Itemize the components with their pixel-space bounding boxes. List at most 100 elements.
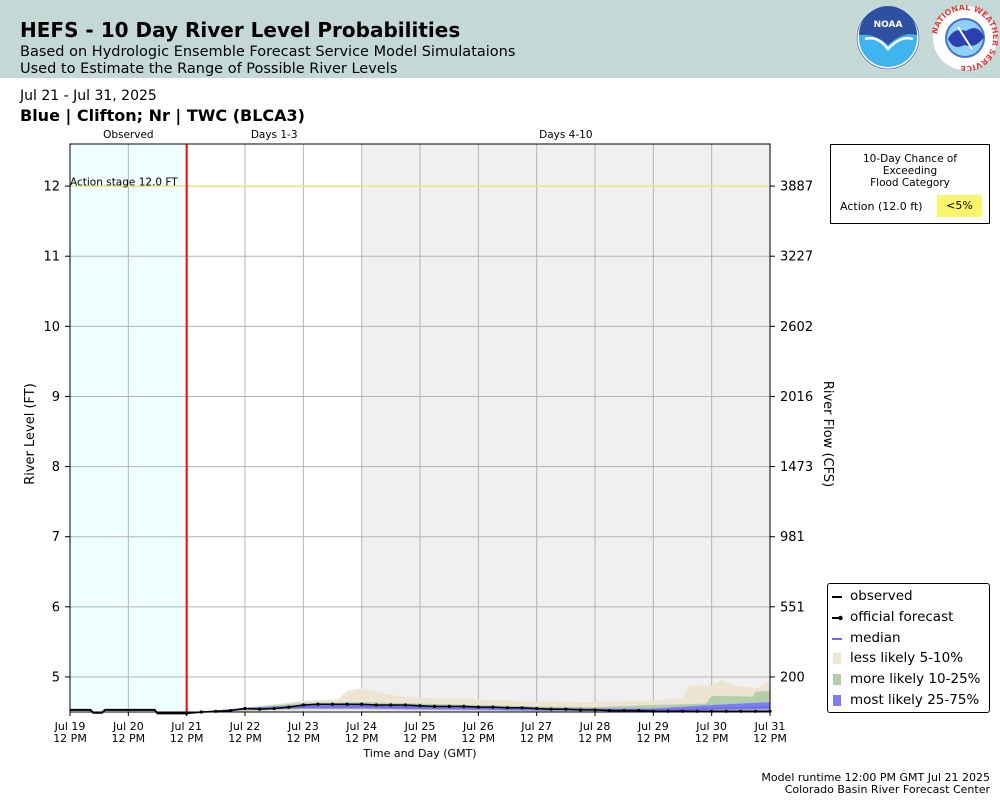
legend-item-0: observed — [828, 587, 988, 607]
official-forecast-point-3 — [228, 708, 233, 713]
official-forecast-point-15 — [403, 703, 408, 707]
legend-label-0: observed — [850, 588, 913, 604]
legend-swatch-3 — [833, 653, 841, 665]
official-forecast-point-12 — [360, 702, 364, 706]
official-forecast-point-16 — [418, 704, 422, 708]
legend-swatch-box-5 — [833, 695, 841, 706]
exceedance-title: 10-Day Chance of Exceeding Flood Categor… — [863, 153, 957, 189]
y2-tick-label-2: 981 — [780, 530, 805, 545]
y2-axis-label: River Flow (CFS) — [820, 381, 835, 487]
y-tick-label-1: 6 — [52, 600, 60, 615]
x-tick-label-5: Jul 24 — [345, 720, 377, 733]
period-bg-2 — [361, 144, 770, 712]
x-axis-label: Time and Day (GMT) — [362, 747, 476, 760]
official-forecast-point-24 — [535, 706, 539, 711]
x-tick-sublabel-7: 12 PM — [462, 732, 496, 745]
official-forecast-point-31 — [637, 708, 641, 713]
subtitle-line2: Used to Estimate the Range of Possible R… — [20, 61, 398, 77]
x-tick-sublabel-4: 12 PM — [287, 732, 321, 745]
x-tick-label-7: Jul 26 — [462, 720, 494, 733]
official-forecast-point-21 — [491, 705, 495, 709]
noaa-logo: NOAA — [856, 6, 920, 70]
y-tick-label-7: 12 — [43, 180, 60, 195]
x-tick-sublabel-8: 12 PM — [520, 732, 554, 745]
subtitle-line1: Based on Hydrologic Ensemble Forecast Se… — [20, 44, 516, 60]
official-forecast-point-13 — [374, 703, 378, 707]
x-tick-sublabel-5: 12 PM — [345, 732, 379, 745]
legend-item-3: less likely 5-10% — [828, 649, 988, 669]
header-band — [0, 0, 1000, 78]
y2-tick-label-5: 2602 — [780, 320, 813, 335]
x-tick-sublabel-2: 12 PM — [170, 732, 204, 745]
official-forecast-point-4 — [243, 706, 247, 711]
official-forecast-point-9 — [316, 702, 320, 706]
x-tick-label-3: Jul 22 — [229, 720, 261, 733]
official-forecast-point-6 — [272, 706, 276, 711]
noaa-logo-text: NOAA — [874, 20, 903, 30]
x-tick-label-11: Jul 30 — [695, 720, 727, 733]
legend-swatch-2 — [832, 637, 842, 640]
x-tick-sublabel-11: 12 PM — [695, 732, 729, 745]
legend-label-1: official forecast — [850, 608, 954, 625]
official-forecast-point-26 — [564, 707, 568, 711]
legend-label-5: most likely 25-75% — [850, 692, 980, 708]
period-label-2: Days 4-10 — [539, 129, 592, 141]
y2-tick-label-4: 2016 — [780, 390, 813, 405]
official-forecast-point-10 — [330, 702, 335, 706]
period-label-0: Observed — [103, 129, 154, 141]
legend-swatch-4 — [833, 674, 841, 686]
exceedance-legend: 10-Day Chance of Exceeding Flood Categor… — [830, 144, 990, 224]
exceedance-category: Action (12.0 ft) — [840, 200, 923, 213]
location-title: Blue | Clifton; Nr | TWC (BLCA3) — [20, 106, 305, 125]
official-forecast-point-7 — [287, 705, 291, 709]
legend-item-1: official forecast — [828, 608, 988, 628]
x-tick-sublabel-10: 12 PM — [637, 732, 671, 745]
x-tick-sublabel-3: 12 PM — [228, 732, 262, 745]
official-forecast-point-17 — [432, 704, 437, 708]
y2-tick-label-3: 1473 — [780, 460, 813, 475]
legend-swatch-1 — [832, 615, 843, 620]
official-forecast-point-19 — [462, 704, 466, 708]
x-tick-label-9: Jul 28 — [579, 720, 611, 733]
forecast-center: Colorado Basin River Forecast Center — [784, 783, 990, 796]
series-legend: observed official forecast median less like… — [827, 583, 990, 713]
official-forecast-point-25 — [549, 707, 553, 711]
legend-label-3: less likely 5-10% — [850, 650, 964, 667]
official-forecast-point-8 — [301, 703, 305, 707]
official-forecast-point-11 — [345, 702, 349, 706]
y2-tick-label-0: 200 — [780, 670, 805, 685]
official-forecast-point-18 — [447, 704, 451, 708]
action-stage-label: Action stage 12.0 FT — [70, 177, 178, 189]
legend-swatch-0 — [832, 596, 842, 598]
y2-tick-label-1: 551 — [780, 600, 805, 615]
period-bg-1 — [186, 144, 362, 712]
x-tick-label-4: Jul 23 — [287, 720, 319, 733]
legend-swatch-box-3 — [833, 653, 841, 665]
y-tick-label-0: 5 — [52, 670, 60, 685]
x-tick-sublabel-6: 12 PM — [403, 732, 437, 745]
official-forecast-point-5 — [257, 707, 262, 711]
y-tick-label-2: 7 — [52, 530, 60, 545]
official-forecast-point-14 — [389, 703, 393, 707]
x-tick-sublabel-12: 12 PM — [753, 732, 787, 745]
nws-logo: NATIONAL WEATHER SERVICE — [932, 5, 998, 71]
date-range: Jul 21 - Jul 31, 2025 — [20, 88, 157, 104]
official-forecast-point-29 — [607, 708, 612, 713]
y2-tick-label-6: 3227 — [780, 250, 813, 265]
x-tick-label-8: Jul 27 — [520, 720, 552, 733]
legend-swatch-5 — [833, 695, 841, 706]
y2-tick-label-7: 3887 — [780, 180, 813, 195]
official-forecast-point-30 — [622, 708, 626, 713]
legend-swatch-dot-1 — [838, 615, 843, 620]
observed-line — [70, 708, 187, 715]
x-tick-label-0: Jul 19 — [54, 720, 86, 733]
page-title: HEFS - 10 Day River Level Probabilities — [20, 18, 461, 42]
exceedance-value: <5% — [937, 195, 982, 217]
model-runtime: Model runtime 12:00 PM GMT Jul 21 2025 — [761, 771, 990, 784]
x-tick-label-10: Jul 29 — [637, 720, 669, 733]
y-tick-label-6: 11 — [43, 250, 60, 265]
y-tick-label-3: 8 — [52, 460, 60, 475]
legend-item-4: more likely 10-25% — [828, 670, 988, 690]
x-tick-label-12: Jul 31 — [754, 720, 786, 733]
